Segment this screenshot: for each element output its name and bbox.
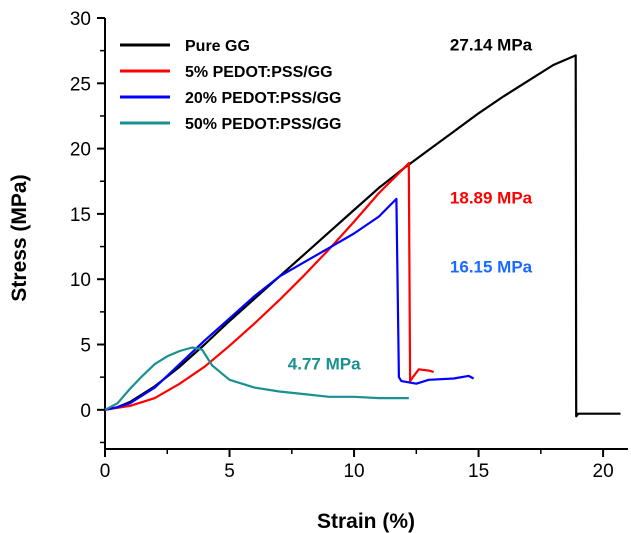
legend-label: 50% PEDOT:PSS/GG — [185, 116, 342, 133]
y-tick-label: 30 — [70, 9, 91, 30]
series-line-20-pedot-pss-gg — [104, 197, 475, 411]
value-annotation: 4.77 MPa — [288, 354, 361, 373]
annotations: 27.14 MPa 18.89 MPa 16.15 MPa 4.77 MPa — [288, 36, 533, 374]
y-tick-label: 0 — [80, 401, 91, 422]
x-tick-label: 5 — [224, 461, 235, 482]
y-axis-title: Stress (MPa) — [8, 174, 31, 301]
x-tick-label: 15 — [468, 461, 489, 482]
y-tick-label: 15 — [70, 205, 91, 226]
axes: 0 5 10 15 20 0 5 10 15 20 25 30 — [70, 9, 628, 482]
x-tick-label: 20 — [593, 461, 614, 482]
series-line-50-pedot-pss-gg — [104, 346, 409, 411]
series-line-pure-gg — [104, 54, 621, 418]
y-tick-label: 20 — [70, 140, 91, 161]
value-annotation: 18.89 MPa — [450, 188, 533, 207]
x-tick-label: 10 — [343, 461, 364, 482]
legend-label: 20% PEDOT:PSS/GG — [185, 90, 342, 107]
y-tick-label: 25 — [70, 74, 91, 95]
value-annotation: 27.14 MPa — [450, 36, 533, 55]
value-annotation: 16.15 MPa — [450, 258, 533, 277]
y-tick-label: 5 — [80, 336, 91, 357]
series-line-5-pedot-pss-gg — [104, 162, 434, 411]
x-axis-title: Strain (%) — [317, 510, 415, 533]
y-tick-label: 10 — [70, 270, 91, 291]
legend-label: Pure GG — [185, 38, 250, 55]
legend-label: 5% PEDOT:PSS/GG — [185, 64, 333, 81]
x-tick-label: 0 — [100, 461, 111, 482]
series-lines — [104, 54, 621, 418]
legend: Pure GG 5% PEDOT:PSS/GG 20% PEDOT:PSS/GG 50… — [120, 38, 342, 133]
